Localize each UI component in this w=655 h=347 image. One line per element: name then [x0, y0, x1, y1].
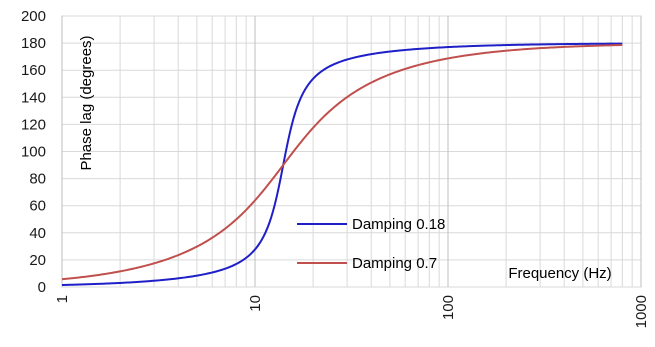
- y-tick-label: 40: [29, 225, 46, 242]
- legend: Damping 0.18 Damping 0.7: [297, 216, 445, 272]
- y-axis-title: Phase lag (degrees): [78, 35, 95, 170]
- grid-lines: [61, 15, 642, 288]
- legend-label: Damping 0.18: [352, 216, 445, 233]
- series-lines: [61, 42, 623, 286]
- y-tick-label: 160: [21, 62, 46, 79]
- y-tick-label: 60: [29, 198, 46, 215]
- y-tick-label: 180: [21, 35, 46, 52]
- x-tick-label: 1: [54, 295, 71, 303]
- x-tick-labels: 1 10 100 1000: [54, 295, 650, 328]
- y-tick-label: 0: [38, 279, 46, 296]
- y-tick-label: 100: [21, 144, 46, 161]
- legend-label: Damping 0.7: [352, 255, 437, 272]
- x-axis-title: Frequency (Hz): [508, 265, 611, 282]
- y-tick-label: 80: [29, 171, 46, 188]
- series-line: [61, 44, 623, 281]
- y-tick-label: 140: [21, 89, 46, 106]
- y-tick-label: 200: [21, 8, 46, 25]
- x-tick-label: 10: [247, 295, 264, 312]
- y-tick-label: 120: [21, 116, 46, 133]
- y-tick-label: 20: [29, 252, 46, 269]
- x-tick-label: 100: [440, 295, 457, 320]
- series-line: [61, 42, 623, 286]
- x-tick-label: 1000: [633, 295, 650, 328]
- y-tick-labels: 0 20 40 60 80 100 120 140 160 180 200: [21, 8, 46, 296]
